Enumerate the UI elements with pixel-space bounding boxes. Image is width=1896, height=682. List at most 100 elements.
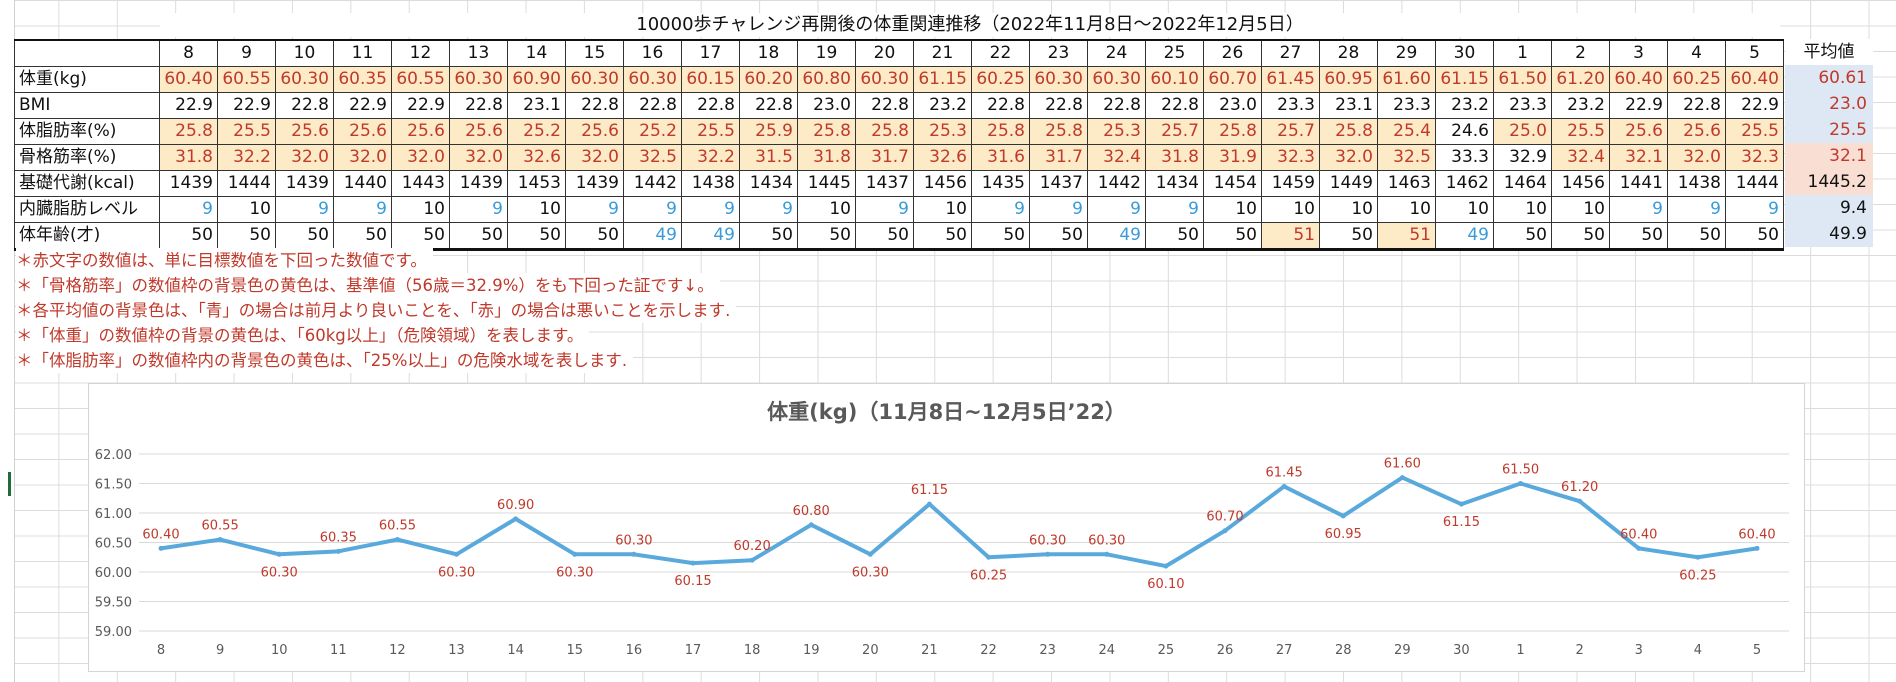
value-cell[interactable]: 9 bbox=[855, 196, 914, 223]
value-cell[interactable]: 60.30 bbox=[275, 66, 334, 93]
value-cell[interactable]: 22.8 bbox=[449, 92, 508, 119]
value-cell[interactable]: 9 bbox=[1087, 196, 1146, 223]
day-header[interactable]: 22 bbox=[971, 39, 1030, 67]
value-cell[interactable]: 60.30 bbox=[449, 66, 508, 93]
day-header[interactable]: 4 bbox=[1667, 39, 1726, 67]
value-cell[interactable]: 22.9 bbox=[333, 92, 392, 119]
value-cell[interactable]: 25.4 bbox=[1377, 118, 1436, 145]
value-cell[interactable]: 9 bbox=[1667, 196, 1726, 223]
value-cell[interactable]: 50 bbox=[797, 222, 856, 251]
value-cell[interactable]: 25.8 bbox=[797, 118, 856, 145]
value-cell[interactable]: 1439 bbox=[159, 170, 218, 197]
value-cell[interactable]: 50 bbox=[971, 222, 1030, 251]
value-cell[interactable]: 33.3 bbox=[1435, 144, 1494, 171]
day-header[interactable]: 28 bbox=[1319, 39, 1378, 67]
value-cell[interactable]: 60.90 bbox=[507, 66, 566, 93]
day-header[interactable]: 27 bbox=[1261, 39, 1320, 67]
day-header[interactable]: 26 bbox=[1203, 39, 1262, 67]
value-cell[interactable]: 25.6 bbox=[449, 118, 508, 145]
average-cell[interactable]: 9.4 bbox=[1785, 195, 1873, 221]
average-cell[interactable]: 23.0 bbox=[1785, 91, 1873, 117]
value-cell[interactable]: 9 bbox=[565, 196, 624, 223]
value-cell[interactable]: 1434 bbox=[1145, 170, 1204, 197]
value-cell[interactable]: 32.0 bbox=[1667, 144, 1726, 171]
value-cell[interactable]: 10 bbox=[217, 196, 276, 223]
value-cell[interactable]: 23.3 bbox=[1261, 92, 1320, 119]
value-cell[interactable]: 23.2 bbox=[1551, 92, 1610, 119]
value-cell[interactable]: 60.30 bbox=[1029, 66, 1088, 93]
value-cell[interactable]: 61.20 bbox=[1551, 66, 1610, 93]
value-cell[interactable]: 50 bbox=[739, 222, 798, 251]
value-cell[interactable]: 22.8 bbox=[971, 92, 1030, 119]
value-cell[interactable]: 22.8 bbox=[681, 92, 740, 119]
value-cell[interactable]: 1438 bbox=[1667, 170, 1726, 197]
value-cell[interactable]: 25.7 bbox=[1261, 118, 1320, 145]
value-cell[interactable]: 50 bbox=[333, 222, 392, 251]
value-cell[interactable]: 50 bbox=[1551, 222, 1610, 251]
average-cell[interactable]: 25.5 bbox=[1785, 117, 1873, 143]
value-cell[interactable]: 9 bbox=[275, 196, 334, 223]
value-cell[interactable]: 32.0 bbox=[275, 144, 334, 171]
value-cell[interactable]: 32.0 bbox=[333, 144, 392, 171]
value-cell[interactable]: 22.8 bbox=[565, 92, 624, 119]
value-cell[interactable]: 25.6 bbox=[391, 118, 450, 145]
day-header[interactable]: 29 bbox=[1377, 39, 1436, 67]
value-cell[interactable]: 25.6 bbox=[275, 118, 334, 145]
value-cell[interactable]: 9 bbox=[1609, 196, 1668, 223]
day-header[interactable]: 25 bbox=[1145, 39, 1204, 67]
value-cell[interactable]: 31.5 bbox=[739, 144, 798, 171]
value-cell[interactable]: 1444 bbox=[217, 170, 276, 197]
value-cell[interactable]: 31.9 bbox=[1203, 144, 1262, 171]
value-cell[interactable]: 23.3 bbox=[1377, 92, 1436, 119]
value-cell[interactable]: 1462 bbox=[1435, 170, 1494, 197]
day-header[interactable]: 2 bbox=[1551, 39, 1610, 67]
value-cell[interactable]: 31.7 bbox=[855, 144, 914, 171]
value-cell[interactable]: 60.10 bbox=[1145, 66, 1204, 93]
day-header[interactable]: 1 bbox=[1493, 39, 1552, 67]
value-cell[interactable]: 61.15 bbox=[1435, 66, 1494, 93]
value-cell[interactable]: 50 bbox=[1667, 222, 1726, 251]
value-cell[interactable]: 32.3 bbox=[1261, 144, 1320, 171]
value-cell[interactable]: 22.9 bbox=[159, 92, 218, 119]
value-cell[interactable]: 23.0 bbox=[1203, 92, 1262, 119]
day-header[interactable]: 10 bbox=[275, 39, 334, 67]
value-cell[interactable]: 22.8 bbox=[275, 92, 334, 119]
day-header[interactable]: 16 bbox=[623, 39, 682, 67]
value-cell[interactable]: 31.8 bbox=[1145, 144, 1204, 171]
value-cell[interactable]: 1463 bbox=[1377, 170, 1436, 197]
value-cell[interactable]: 61.60 bbox=[1377, 66, 1436, 93]
value-cell[interactable]: 22.9 bbox=[217, 92, 276, 119]
value-cell[interactable]: 51 bbox=[1261, 222, 1320, 251]
value-cell[interactable]: 1440 bbox=[333, 170, 392, 197]
value-cell[interactable]: 22.8 bbox=[855, 92, 914, 119]
value-cell[interactable]: 1438 bbox=[681, 170, 740, 197]
average-cell[interactable]: 49.9 bbox=[1785, 221, 1873, 247]
value-cell[interactable]: 9 bbox=[1145, 196, 1204, 223]
day-header[interactable]: 14 bbox=[507, 39, 566, 67]
value-cell[interactable]: 25.6 bbox=[333, 118, 392, 145]
value-cell[interactable]: 9 bbox=[971, 196, 1030, 223]
value-cell[interactable]: 1445 bbox=[797, 170, 856, 197]
value-cell[interactable]: 1439 bbox=[275, 170, 334, 197]
day-header[interactable]: 17 bbox=[681, 39, 740, 67]
value-cell[interactable]: 25.8 bbox=[855, 118, 914, 145]
value-cell[interactable]: 50 bbox=[391, 222, 450, 251]
value-cell[interactable]: 23.2 bbox=[913, 92, 972, 119]
value-cell[interactable]: 50 bbox=[565, 222, 624, 251]
value-cell[interactable]: 10 bbox=[913, 196, 972, 223]
value-cell[interactable]: 25.0 bbox=[1493, 118, 1552, 145]
value-cell[interactable]: 32.2 bbox=[681, 144, 740, 171]
average-cell[interactable]: 1445.2 bbox=[1785, 169, 1873, 195]
value-cell[interactable]: 25.6 bbox=[1667, 118, 1726, 145]
value-cell[interactable]: 25.8 bbox=[1203, 118, 1262, 145]
value-cell[interactable]: 1464 bbox=[1493, 170, 1552, 197]
value-cell[interactable]: 1459 bbox=[1261, 170, 1320, 197]
day-header[interactable]: 5 bbox=[1725, 39, 1784, 67]
value-cell[interactable]: 50 bbox=[1319, 222, 1378, 251]
value-cell[interactable]: 49 bbox=[1435, 222, 1494, 251]
value-cell[interactable]: 50 bbox=[1029, 222, 1088, 251]
row-label[interactable]: 体重(kg) bbox=[14, 66, 160, 93]
value-cell[interactable]: 1434 bbox=[739, 170, 798, 197]
value-cell[interactable]: 50 bbox=[913, 222, 972, 251]
value-cell[interactable]: 50 bbox=[275, 222, 334, 251]
